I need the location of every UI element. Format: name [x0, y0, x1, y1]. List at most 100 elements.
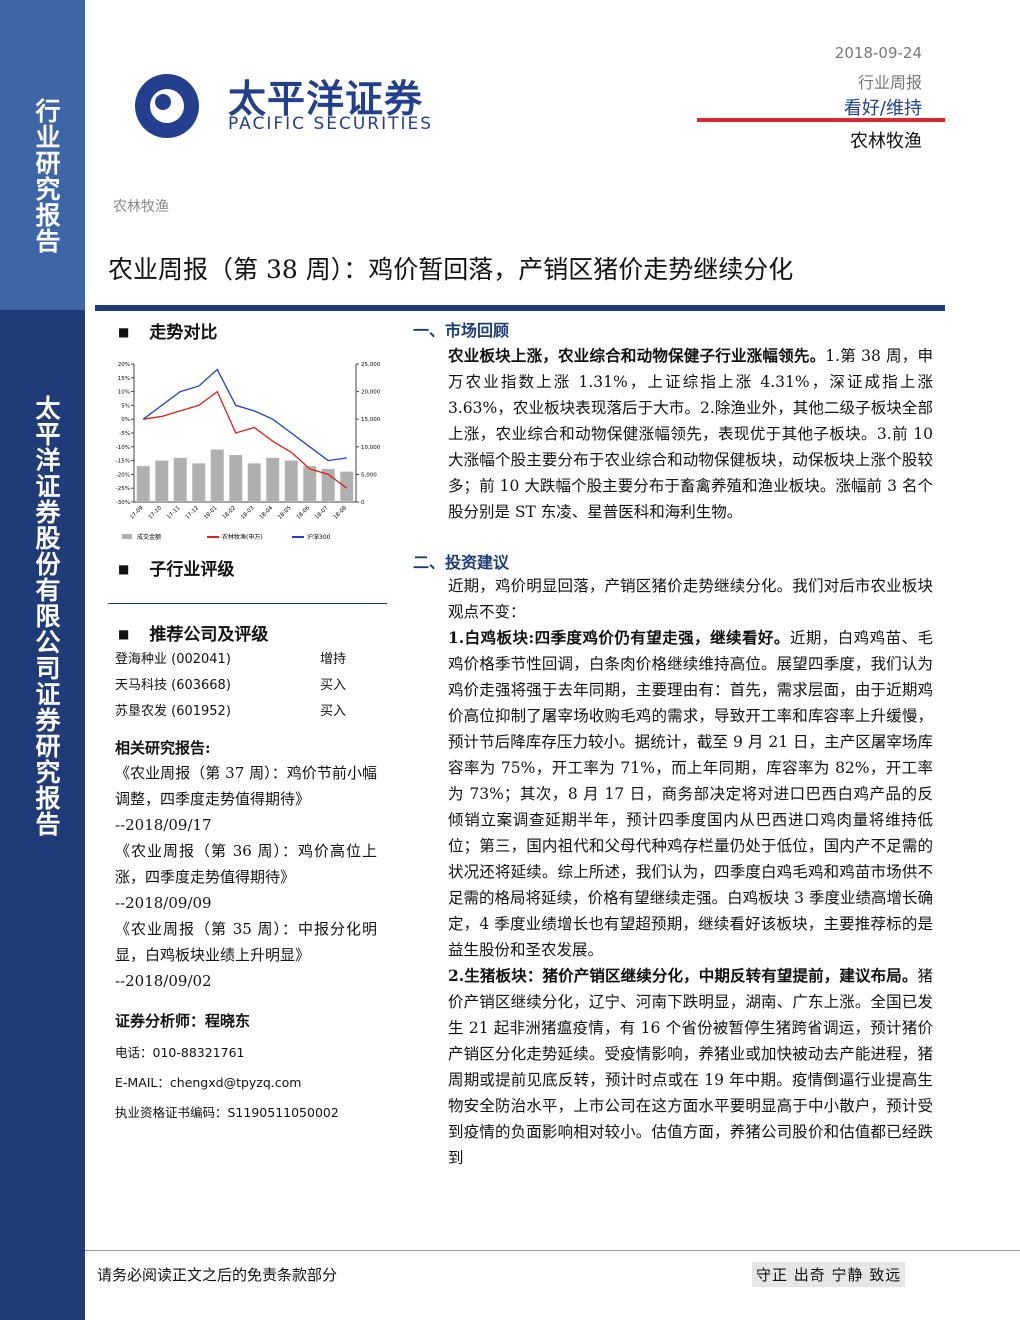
- company-name: 天马科技 (603668): [115, 678, 231, 693]
- right-column: 一、市场回顾 农业板块上涨，农业综合和动物保健子行业涨幅领先。1.第 38 周，…: [413, 317, 933, 1171]
- paragraph: 农业板块上涨，农业综合和动物保健子行业涨幅领先。1.第 38 周，申万农业指数上…: [448, 343, 933, 525]
- series-line: [143, 390, 348, 489]
- chart-title: 走势对比: [118, 318, 388, 343]
- section-heading: 二、投资建议: [413, 553, 510, 572]
- paragraph: 近期，鸡价明显回落，产销区猪价走势继续分化。我们对后市农业板块观点不变：: [448, 577, 933, 621]
- y2-tick-label: 5,000: [361, 472, 377, 478]
- company-table: 登海种业 (002041) 增持 天马科技 (603668) 买入 苏垦农发 (6019…: [115, 648, 385, 726]
- x-tick-label: 17-09: [129, 505, 145, 521]
- volume-bar: [340, 471, 354, 502]
- report-title: 《农业周报（第 36 周）：鸡价高位上涨，四季度走势值得期待》: [115, 842, 377, 886]
- legend-label: 沪深300: [307, 533, 331, 541]
- report-title: 《农业周报（第 35 周）：中报分化明显，白鸡板块业绩上升明显》: [115, 920, 377, 964]
- company-name: 苏垦农发 (601952): [115, 704, 231, 719]
- y-tick-label: -15%: [116, 459, 130, 465]
- volume-bar: [266, 457, 280, 502]
- y2-tick-label: 20,000: [361, 390, 381, 396]
- body-text: 猪价产销区继续分化，辽宁、河南下跌明显，湖南、广东上涨。全国已发生 21 起非洲…: [448, 967, 933, 1167]
- legend-label: 农林牧渔(申万): [222, 533, 263, 541]
- company-row: 天马科技 (603668) 买入: [115, 674, 385, 700]
- logo-mark: [105, 28, 205, 186]
- breadcrumb: 农林牧渔: [113, 199, 169, 215]
- paragraph: 1.白鸡板块:四季度鸡价仍有望走强，继续看好。近期，白鸡鸡苗、毛鸡价格季节性回调…: [448, 625, 933, 963]
- section-heading: 子行业评级: [118, 555, 388, 580]
- lead: 农业板块上涨，农业综合和动物保健子行业涨幅领先。: [448, 346, 826, 365]
- report-date: --2018/09/09: [115, 894, 212, 912]
- phone: 电话：010-88321761: [115, 1045, 245, 1060]
- company-row: 登海种业 (002041) 增持: [115, 648, 385, 674]
- x-tick-label: 18-08: [333, 505, 349, 521]
- y-tick-label: 20%: [118, 362, 130, 368]
- company-row: 苏垦农发 (601952) 买入: [115, 700, 385, 726]
- y-tick-label: -25%: [116, 486, 130, 492]
- paragraph: 2.生猪板块：猪价产销区继续分化，中期反转有望提前，建议布局。猪价产销区继续分化…: [448, 963, 933, 1171]
- y-tick-label: -30%: [116, 500, 130, 506]
- email: E-MAIL：chengxd@tpyzq.com: [115, 1075, 302, 1090]
- volume-bar: [173, 457, 187, 502]
- volume-bar: [155, 460, 169, 502]
- legend-swatch: [122, 534, 132, 539]
- header-rule: [697, 118, 945, 122]
- x-tick-label: 18-01: [203, 505, 219, 521]
- y-tick-label: 10%: [118, 390, 130, 396]
- y2-tick-label: 25,000: [361, 362, 381, 368]
- title-rule: [95, 305, 945, 311]
- sidebar-label: 太平洋证券股份有限公司证券研究报告: [32, 395, 61, 837]
- disclaimer: 请务必阅读正文之后的免责条款部分: [97, 1266, 338, 1284]
- divider: [108, 603, 387, 604]
- y2-tick-label: 15,000: [361, 417, 381, 423]
- volume-bar: [229, 455, 243, 502]
- series-line: [142, 368, 347, 462]
- body-text: 1.第 38 周，申万农业指数上涨 1.31%，上证综指上涨 4.31%，深证成…: [448, 347, 933, 521]
- volume-bar: [210, 449, 224, 502]
- x-tick-label: 18-04: [259, 505, 275, 521]
- x-tick-label: 18-06: [296, 505, 312, 521]
- sidebar-bottom: [0, 310, 85, 1320]
- y2-tick-label: 10,000: [361, 445, 381, 451]
- x-tick-label: 18-05: [277, 505, 293, 521]
- motto: 守正 出奇 宁静 致远: [752, 1262, 906, 1287]
- report-list: 《农业周报（第 37 周）：鸡价节前小幅调整，四季度走势值得期待》 --2018/…: [115, 760, 377, 994]
- report-date: --2018/09/17: [115, 816, 212, 834]
- sidebar-top: [0, 0, 85, 310]
- report-title: 农业周报（第 38 周）：鸡价暂回落，产销区猪价走势继续分化: [108, 255, 794, 284]
- volume-bar: [136, 466, 150, 502]
- report-date: --2018/09/02: [115, 972, 212, 990]
- x-tick-label: 17-10: [148, 505, 164, 521]
- volume-bar: [303, 466, 317, 502]
- y-tick-label: -10%: [116, 445, 130, 451]
- y-tick-label: -20%: [116, 472, 130, 478]
- logo-en: PACIFIC SECURITIES: [228, 114, 434, 134]
- company-rating: 增持: [320, 652, 347, 667]
- x-tick-label: 18-02: [222, 505, 238, 521]
- analyst: 证券分析师：程晓东: [115, 1012, 251, 1030]
- y-tick-label: 15%: [118, 376, 130, 382]
- report-title: 《农业周报（第 37 周）：鸡价节前小幅调整，四季度走势值得期待》: [115, 764, 377, 808]
- y-tick-label: 5%: [121, 403, 130, 409]
- y2-tick-label: 0: [361, 500, 365, 506]
- reports-heading: 相关研究报告:: [115, 739, 211, 757]
- left-column: 推荐公司及评级: [118, 620, 388, 645]
- company-name: 登海种业 (002041): [115, 652, 231, 667]
- body-text: 近期，白鸡鸡苗、毛鸡价格季节性回调，白条肉价格继续维持高位。展望四季度，我们认为…: [448, 629, 933, 959]
- company-rating: 买入: [320, 678, 347, 693]
- section-heading: 推荐公司及评级: [118, 620, 388, 645]
- industry: 农林牧渔: [850, 131, 922, 152]
- section-heading: 一、市场回顾: [413, 321, 510, 340]
- left-column: 子行业评级: [118, 555, 388, 580]
- lead: 2.生猪板块：猪价产销区继续分化，中期反转有望提前，建议布局。: [448, 966, 918, 985]
- sidebar-label: 行业研究报告: [32, 98, 61, 254]
- rating: 看好/维持: [843, 98, 922, 119]
- report-type: 行业周报: [857, 73, 922, 92]
- volume-bar: [284, 460, 298, 502]
- x-tick-label: 18-07: [314, 505, 330, 521]
- footer-rule: [85, 1250, 1020, 1251]
- date: 2018-09-24: [834, 44, 922, 62]
- company-rating: 买入: [320, 704, 347, 719]
- volume-bar: [192, 463, 206, 502]
- volume-bar: [247, 463, 261, 502]
- logo-cn: 太平洋证券: [228, 77, 424, 121]
- x-tick-label: 18-03: [240, 505, 256, 521]
- left-column: 走势对比: [118, 318, 388, 343]
